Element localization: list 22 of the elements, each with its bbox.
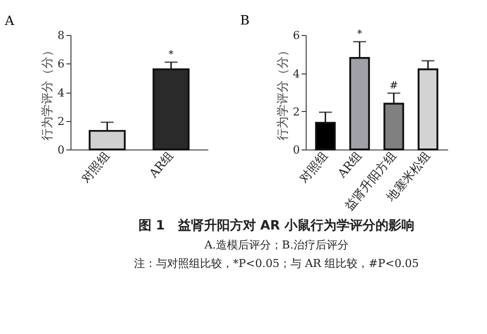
chart-title: B [240, 13, 250, 28]
y-tick-label: 0 [292, 144, 300, 157]
x-tick-label: AR组 [334, 148, 365, 182]
y-axis-title: 行为学评分（分） [40, 44, 54, 141]
y-tick-label: 6 [292, 29, 300, 42]
caption: 图 1 益肾升阳方对 AR 小鼠行为学评分的影响 [138, 217, 414, 234]
x-tick-label: AR组 [146, 148, 176, 182]
annotation: # [390, 80, 398, 92]
annotation: * [357, 29, 362, 40]
y-tick-label: 0 [58, 144, 65, 157]
x-tick-label: 对照组 [78, 148, 112, 186]
y-tick-label: 4 [292, 67, 300, 80]
y-axis-title: 行为学评分（分） [275, 44, 290, 141]
y-tick-label: 4 [58, 86, 65, 100]
text: A.造模后评分；B.治疗后评分 [203, 238, 348, 252]
annotation: * [168, 50, 174, 61]
text: 注：与对照组比较，*P<0.05；与 AR 组比较，#P<0.05 [134, 257, 419, 270]
y-tick-label: 2 [58, 114, 65, 128]
chart-title: A [4, 14, 15, 29]
y-tick-label: 6 [58, 58, 65, 71]
y-tick-label: 2 [292, 105, 300, 118]
y-tick-label: 8 [58, 29, 65, 42]
